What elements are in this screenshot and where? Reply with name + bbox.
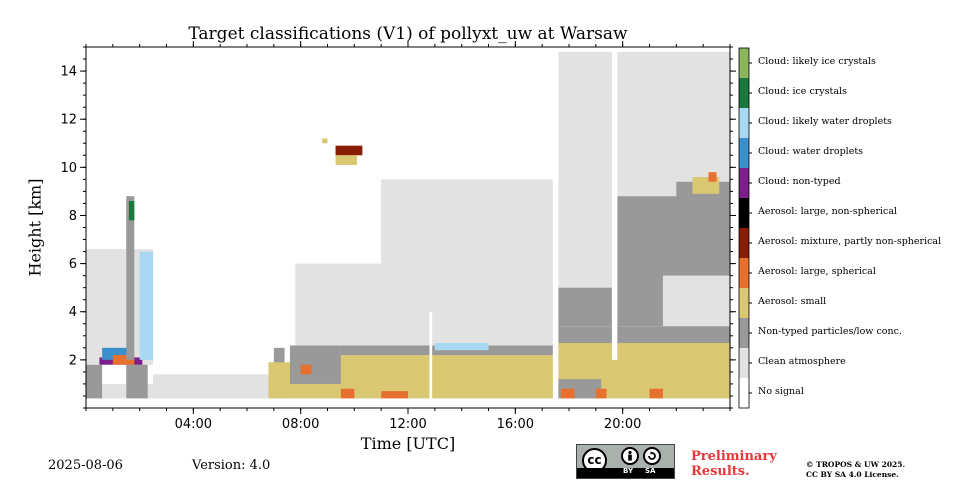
date-label: 2025-08-06 [48,458,123,473]
legend-item-label: Aerosol: small [758,296,827,307]
legend-item-label: Cloud: likely water droplets [758,116,892,127]
colorbar [738,47,752,409]
heatmap-region [429,311,433,399]
heatmap-region [112,355,135,365]
y-tick-label: 14 [60,65,77,80]
x-tick-label: 12:00 [389,417,426,432]
x-tick-label: 08:00 [282,417,319,432]
cc-badge-bar: BY SA [577,467,674,478]
x-tick-label: 04:00 [175,417,212,432]
y-tick-label: 4 [69,305,77,320]
heatmap-region [139,251,154,360]
heatmap-region [558,287,612,327]
chart-title: Target classifications (V1) of pollyxt_u… [188,24,628,44]
colorbar-swatch [739,138,749,168]
legend-item-label: Clean atmosphere [758,356,846,367]
heatmap-region [434,343,489,351]
legend-item-label: Aerosol: large, non-spherical [758,206,898,217]
heatmap-region [558,326,730,344]
heatmap-region [708,172,717,182]
colorbar-swatch [739,48,749,78]
heatmap-region [340,355,553,384]
y-tick-label: 8 [69,209,77,224]
colorbar-frame [738,47,750,409]
plot-area [86,47,730,408]
x-tick-label: 20:00 [604,417,641,432]
preliminary-line1: Preliminary [691,449,777,464]
colorbar-swatch [739,288,749,318]
heatmap-region [335,155,358,165]
heatmap-region [126,196,135,360]
heatmap-region [86,364,103,399]
colorbar-swatch [739,108,749,138]
y-tick-label: 12 [60,113,77,128]
attribution-icon [621,447,639,465]
legend-item-label: Cloud: ice crystals [758,86,847,97]
preliminary-line2: Results. [691,464,750,479]
legend-item-label: Non-typed particles/low conc. [758,326,902,337]
axes: 04:00 08:00 12:00 16:00 20:00 2 4 6 8 10 12 14 [60,41,736,432]
colorbar-swatch [739,348,749,378]
y-tick-label: 6 [69,257,77,272]
heatmap-region [322,138,328,144]
colorbar-swatch [739,168,749,198]
legend-item-label: No signal [758,386,804,397]
heatmap-region [289,345,341,384]
share-alike-icon [643,447,661,465]
x-tick-label: 16:00 [497,417,534,432]
copyright-notice: © TROPOS & UW 2025. CC BY SA 4.0 License… [806,460,905,480]
legend-item-label: Cloud: likely ice crystals [758,56,876,67]
heatmap-region [340,388,355,399]
heatmap-region [335,145,363,156]
heatmap-region [381,179,553,264]
cc-sa-text: SA [645,467,656,475]
x-axis-label: Time [UTC] [360,434,456,453]
cc-by-text: BY [623,467,634,475]
heatmap-region [649,388,663,399]
heatmap-region [126,364,148,399]
legend-item-label: Aerosol: mixture, partly non-spherical [758,236,942,247]
colorbar-swatch [739,198,749,228]
legend-item-label: Cloud: water droplets [758,146,864,157]
copyright-line2: CC BY SA 4.0 License. [806,470,899,479]
heatmap-region [300,364,312,375]
heatmap-region [560,388,575,399]
heatmap-region [295,263,553,346]
heatmap-region [611,47,618,360]
y-tick-label: 10 [60,161,77,176]
colorbar-swatch [739,318,749,348]
legend-item-label: Aerosol: large, spherical [758,266,876,277]
cc-license-badge: cc BY SA [576,444,675,479]
heatmap-region [595,388,607,399]
heatmap-region [381,391,408,399]
y-axis-label: Height [km] [25,178,45,277]
heatmap-region [662,275,730,327]
colorbar-swatch [739,258,749,288]
y-tick-label: 2 [69,353,77,368]
colorbar-swatch [739,228,749,258]
legend-item-label: Cloud: non-typed [758,176,841,187]
colorbar-swatch [739,78,749,108]
heatmap-region [153,374,269,399]
heatmap-region [128,201,135,221]
colorbar-swatch [739,378,749,408]
heatmap-region [552,47,559,399]
preliminary-notice: Preliminary Results. [691,449,777,479]
copyright-line1: © TROPOS & UW 2025. [806,460,906,469]
version-label: Version: 4.0 [192,458,271,473]
